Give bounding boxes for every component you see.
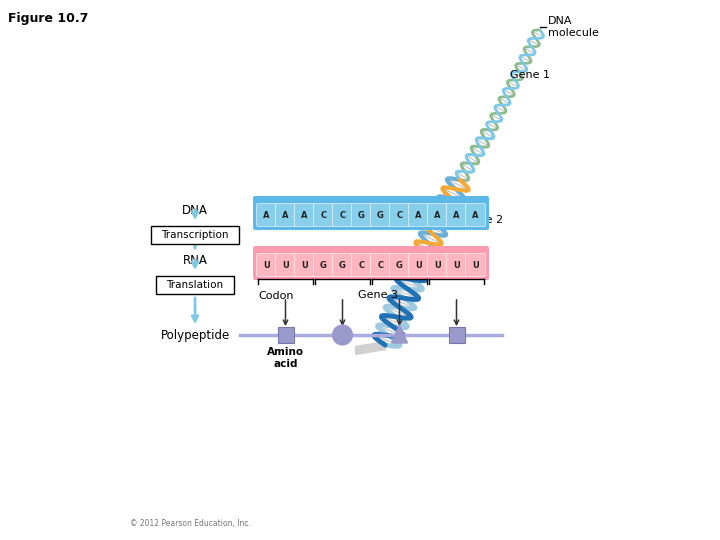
Text: A: A [282, 211, 289, 219]
Text: Amino
acid: Amino acid [267, 347, 304, 369]
Text: C: C [339, 211, 346, 219]
Text: G: G [358, 211, 365, 219]
Text: G: G [396, 260, 403, 269]
FancyBboxPatch shape [446, 204, 467, 226]
FancyBboxPatch shape [253, 196, 489, 230]
Text: A: A [454, 211, 460, 219]
Text: Figure 10.7: Figure 10.7 [8, 12, 89, 25]
Text: Translation: Translation [166, 280, 224, 290]
FancyBboxPatch shape [151, 226, 239, 244]
FancyBboxPatch shape [313, 253, 333, 276]
Text: Gene 3: Gene 3 [358, 290, 398, 300]
Text: U: U [415, 260, 422, 269]
FancyBboxPatch shape [294, 253, 315, 276]
FancyBboxPatch shape [466, 253, 485, 276]
FancyBboxPatch shape [390, 253, 410, 276]
FancyBboxPatch shape [333, 204, 353, 226]
FancyBboxPatch shape [446, 253, 467, 276]
Text: A: A [434, 211, 441, 219]
Text: U: U [282, 260, 289, 269]
FancyBboxPatch shape [256, 204, 276, 226]
FancyBboxPatch shape [408, 253, 428, 276]
Bar [277, 327, 294, 343]
Text: G: G [320, 260, 327, 269]
Text: U: U [453, 260, 460, 269]
Text: DNA: DNA [182, 205, 208, 218]
Text: C: C [397, 211, 402, 219]
Text: Gene 1: Gene 1 [510, 70, 550, 80]
Polygon shape [392, 325, 408, 343]
Text: C: C [377, 260, 384, 269]
FancyBboxPatch shape [351, 204, 372, 226]
FancyBboxPatch shape [371, 204, 390, 226]
Circle shape [333, 325, 353, 345]
FancyBboxPatch shape [256, 253, 276, 276]
Text: C: C [359, 260, 364, 269]
Text: C: C [320, 211, 327, 219]
Text: A: A [415, 211, 422, 219]
Text: DNA
molecule: DNA molecule [548, 16, 599, 38]
Text: Transcription: Transcription [161, 230, 229, 240]
Text: U: U [301, 260, 308, 269]
Text: U: U [434, 260, 441, 269]
FancyBboxPatch shape [253, 246, 489, 280]
Text: U: U [263, 260, 270, 269]
Text: A: A [472, 211, 479, 219]
Text: © 2012 Pearson Education, Inc.: © 2012 Pearson Education, Inc. [130, 519, 251, 528]
FancyBboxPatch shape [276, 253, 295, 276]
Text: Polypeptide: Polypeptide [161, 328, 230, 341]
Text: Gene 2: Gene 2 [463, 215, 503, 225]
Text: A: A [264, 211, 270, 219]
FancyBboxPatch shape [390, 204, 410, 226]
Text: U: U [472, 260, 479, 269]
FancyBboxPatch shape [428, 253, 448, 276]
FancyBboxPatch shape [294, 204, 315, 226]
FancyBboxPatch shape [276, 204, 295, 226]
Text: G: G [377, 211, 384, 219]
FancyBboxPatch shape [313, 204, 333, 226]
Text: Codon: Codon [258, 291, 294, 301]
FancyBboxPatch shape [371, 253, 390, 276]
Text: RNA: RNA [183, 254, 207, 267]
FancyBboxPatch shape [408, 204, 428, 226]
FancyBboxPatch shape [428, 204, 448, 226]
FancyBboxPatch shape [156, 276, 234, 294]
Text: G: G [339, 260, 346, 269]
FancyBboxPatch shape [351, 253, 372, 276]
FancyBboxPatch shape [333, 253, 353, 276]
Text: A: A [301, 211, 307, 219]
Bar [449, 327, 464, 343]
FancyBboxPatch shape [466, 204, 485, 226]
